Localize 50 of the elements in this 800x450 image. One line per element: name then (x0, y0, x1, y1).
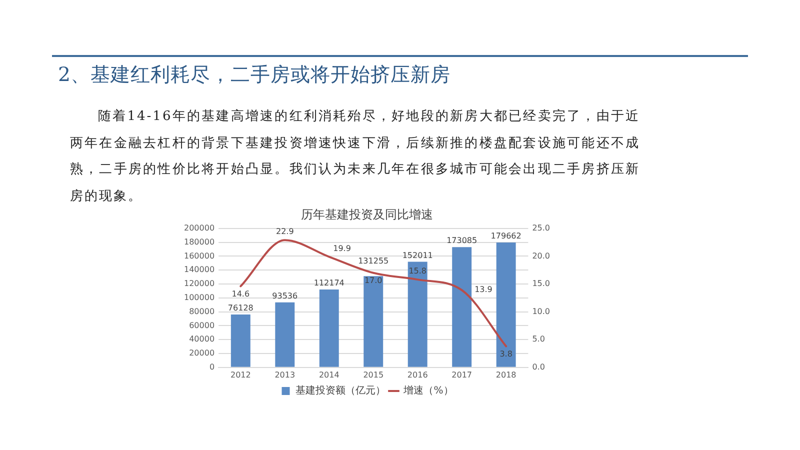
y-tick-label: 80000 (189, 306, 215, 316)
data-label: 13.9 (474, 285, 492, 294)
data-label: 76128 (228, 304, 254, 313)
data-label: 131255 (358, 256, 389, 266)
y-tick-label: 140000 (184, 265, 215, 274)
chart-title: 历年基建投资及同比增速 (301, 207, 433, 222)
bar (275, 302, 295, 367)
x-tick-label: 2017 (452, 370, 472, 380)
y2-tick-label: 10.0 (532, 306, 550, 316)
x-tick-label: 2016 (407, 370, 428, 380)
data-label: 17.0 (364, 276, 382, 285)
y2-tick-label: 20.0 (532, 251, 550, 260)
data-label: 15.8 (408, 266, 427, 276)
y-tick-label: 100000 (184, 292, 215, 302)
y2-tick-label: 25.0 (532, 223, 550, 232)
y-tick-label: 20000 (189, 348, 215, 358)
data-label: 14.6 (232, 289, 250, 298)
bar (230, 314, 250, 367)
data-label: 179662 (490, 232, 522, 241)
y-tick-label: 200000 (184, 223, 215, 232)
chart-subtitle: 2、基建红利耗尽，二手房或将开始挤压新房 (58, 62, 450, 88)
y2-tick-label: 15.0 (532, 279, 550, 288)
bar (319, 289, 339, 367)
y-tick-label: 120000 (184, 279, 215, 288)
x-tick-label: 2015 (363, 370, 384, 380)
data-label: 112174 (314, 278, 344, 288)
data-label: 173085 (446, 236, 478, 246)
data-label: 93536 (272, 291, 298, 300)
y-tick-label: 160000 (184, 251, 215, 260)
y2-tick-label: 5.0 (532, 334, 545, 344)
bar (364, 276, 384, 367)
data-label: 19.9 (333, 244, 351, 253)
bar (452, 247, 472, 367)
y-tick-label: 40000 (189, 334, 215, 344)
y-tick-label: 180000 (184, 237, 215, 246)
y2-tick-label: 0.0 (532, 362, 545, 372)
x-tick-label: 2014 (318, 370, 340, 380)
data-label: 3.8 (500, 349, 512, 358)
text: 随着14-16年的基建高增速的红利消耗殆尽，好地段的新房大都已经卖完了，由于近两年在金融去杠杆的背景下基建投资增速快速下滑，后续新推的楼盘配套设施可能还不成熟，二手房的性价比将开始凸显。我们认为未来几年在很多城市可能会出现二手房挤压新房的现象。 (70, 109, 640, 204)
bar (496, 242, 516, 367)
y-tick-label: 60000 (189, 320, 215, 330)
data-label: 152011 (402, 250, 433, 260)
x-tick-label: 2012 (230, 370, 251, 380)
legend-label: 增速（%） (402, 384, 454, 397)
x-tick-label: 2018 (496, 370, 516, 380)
y-tick-label: 0 (209, 362, 215, 372)
x-tick-label: 2013 (274, 370, 296, 380)
data-label: 22.9 (276, 227, 294, 236)
bar (408, 262, 428, 367)
legend-label: 基建投资额（亿元） (296, 384, 386, 397)
